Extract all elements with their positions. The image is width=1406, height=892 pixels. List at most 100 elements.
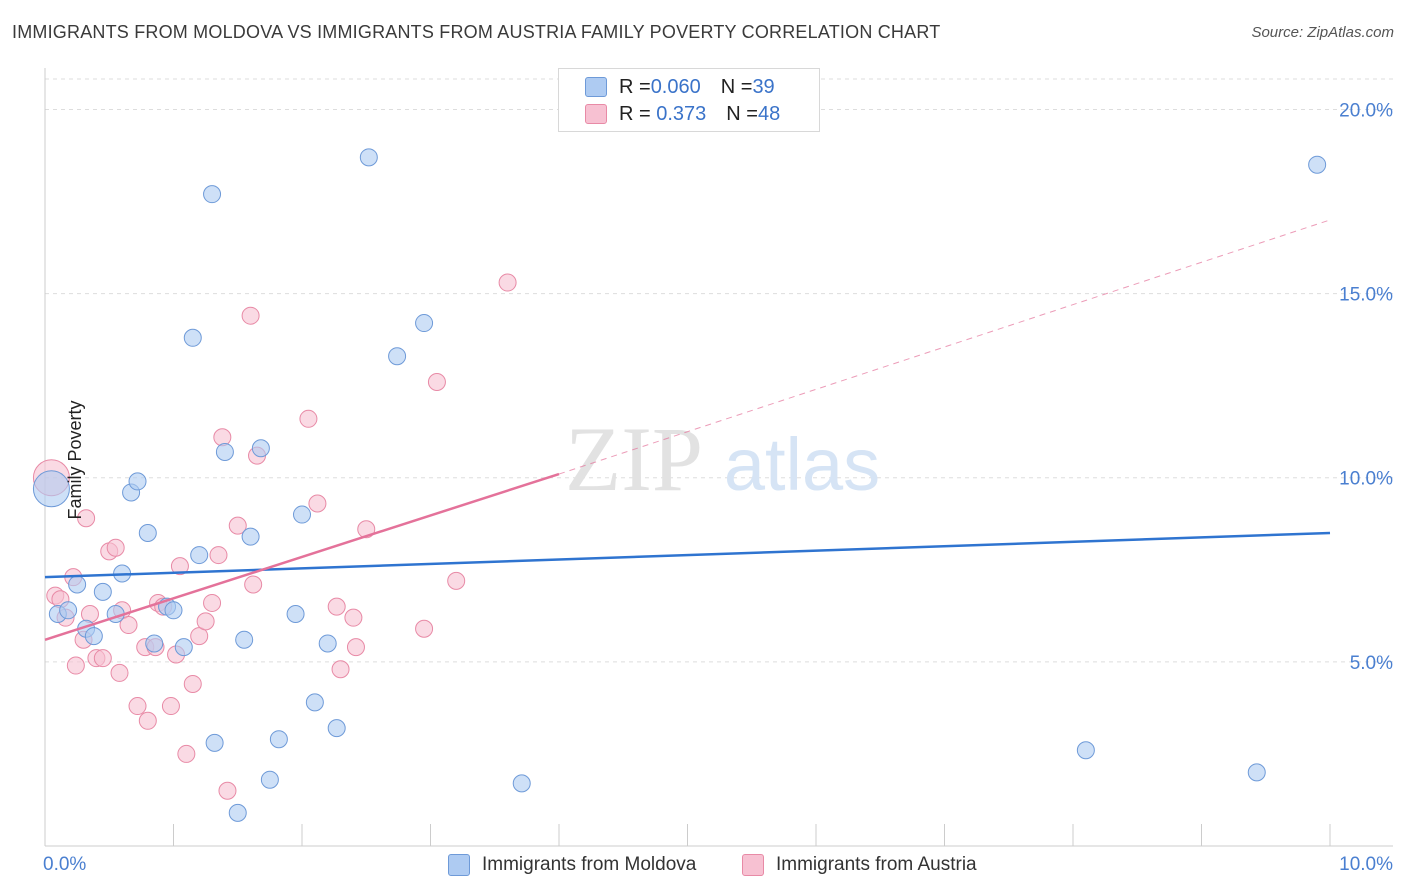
austria-point <box>346 638 365 657</box>
moldova-point <box>215 442 234 461</box>
austria-point <box>241 306 260 325</box>
austria-point <box>119 616 138 635</box>
moldova-point <box>128 472 147 491</box>
austria-point <box>218 781 237 800</box>
austria-trend-line <box>44 472 560 641</box>
watermark: ZIP atlas <box>565 408 880 510</box>
austria-point <box>196 612 215 631</box>
austria-point <box>161 697 180 716</box>
austria-point <box>228 516 247 535</box>
moldova-point <box>512 774 531 793</box>
bottom-legend-moldova: Immigrants from Moldova <box>448 852 696 878</box>
moldova-point <box>93 582 112 601</box>
legend-row-austria: R = 0.373 N = 48 <box>585 102 780 126</box>
austria-point <box>106 538 125 557</box>
austria-point <box>183 674 202 693</box>
austria-legend-swatch <box>742 854 764 876</box>
austria-legend-label: Immigrants from Austria <box>776 854 977 875</box>
austria-point <box>344 608 363 627</box>
austria-point <box>177 744 196 763</box>
moldova-point <box>164 601 183 620</box>
tick-labels: 5.0% 10.0% 15.0% 20.0% 0.0% 10.0% <box>43 100 1393 875</box>
austria-point <box>498 273 517 292</box>
moldova-point <box>84 627 103 646</box>
moldova-point <box>241 527 260 546</box>
austria-point <box>331 660 350 679</box>
legend-n-value: 48 <box>757 102 781 125</box>
moldova-point <box>318 634 337 653</box>
austria-point <box>327 597 346 616</box>
austria-point <box>447 571 466 590</box>
moldova-point <box>293 505 311 524</box>
legend-r-label: R = <box>619 102 651 125</box>
austria-point <box>110 663 129 682</box>
austria-swatch <box>585 104 607 124</box>
austria-point <box>299 409 318 428</box>
austria-point <box>170 557 189 576</box>
austria-point <box>427 372 446 391</box>
austria-point <box>203 593 222 612</box>
moldova-legend-label: Immigrants from Moldova <box>482 854 697 875</box>
austria-point <box>213 428 232 447</box>
watermark-atlas: atlas <box>724 423 880 506</box>
moldova-point <box>260 770 279 789</box>
moldova-point <box>1076 741 1095 760</box>
moldova-point <box>286 604 305 623</box>
y-tick-label: 10.0% <box>1339 469 1393 490</box>
moldova-point <box>174 638 193 657</box>
moldova-point <box>228 803 247 822</box>
legend-r-value: 0.373 <box>650 102 707 125</box>
y-axis-label: Family Poverty <box>65 400 86 520</box>
moldova-point <box>68 575 87 594</box>
moldova-point <box>327 719 346 738</box>
trend-lines <box>44 219 1331 641</box>
legend-r-value: 0.060 <box>650 75 701 98</box>
moldova-point <box>1247 763 1266 782</box>
moldova-point <box>145 634 164 653</box>
moldova-point <box>415 314 434 333</box>
moldova-point <box>190 546 209 565</box>
y-tick-label: 15.0% <box>1339 285 1393 306</box>
legend-r-label: R = <box>619 75 651 98</box>
moldova-point <box>251 439 270 458</box>
legend-n-value: 39 <box>752 75 775 98</box>
watermark-zip: ZIP <box>565 408 703 510</box>
austria-point <box>66 656 85 675</box>
correlation-legend: R = 0.060 N = 39 R = 0.373 N = 48 <box>558 68 820 132</box>
x-tick-label: 0.0% <box>43 854 86 875</box>
moldova-point <box>32 470 70 508</box>
moldova-point <box>205 733 224 752</box>
austria-point <box>77 509 96 528</box>
moldova-point <box>138 523 157 542</box>
austria-point <box>415 619 434 638</box>
austria-point <box>244 575 263 594</box>
chart-title: IMMIGRANTS FROM MOLDOVA VS IMMIGRANTS FR… <box>12 22 941 42</box>
moldova-swatch <box>585 77 607 97</box>
austria-point <box>209 546 228 565</box>
legend-row-moldova: R = 0.060 N = 39 <box>585 75 775 99</box>
austria-points <box>32 273 517 800</box>
austria-trend-extension <box>558 219 1331 475</box>
legend-n-label: N = <box>720 75 753 98</box>
moldova-point <box>203 185 222 204</box>
moldova-point <box>1308 155 1327 174</box>
y-tick-label: 5.0% <box>1350 653 1393 674</box>
bottom-legend-austria: Immigrants from Austria <box>742 852 977 878</box>
austria-point <box>80 604 99 623</box>
austria-point <box>138 711 157 730</box>
moldova-point <box>359 148 378 167</box>
moldova-point <box>269 730 288 749</box>
moldova-point <box>305 693 324 712</box>
austria-point <box>93 649 112 668</box>
y-tick-label: 20.0% <box>1339 100 1393 121</box>
moldova-point <box>183 328 202 347</box>
moldova-legend-swatch <box>448 854 470 876</box>
source-label: Source: ZipAtlas.com <box>1251 24 1394 41</box>
moldova-points <box>32 148 1327 822</box>
moldova-point <box>388 347 407 366</box>
moldova-point <box>235 630 254 649</box>
x-tick-label: 10.0% <box>1339 854 1393 875</box>
moldova-trend-line <box>44 531 1331 579</box>
austria-point <box>308 494 327 513</box>
